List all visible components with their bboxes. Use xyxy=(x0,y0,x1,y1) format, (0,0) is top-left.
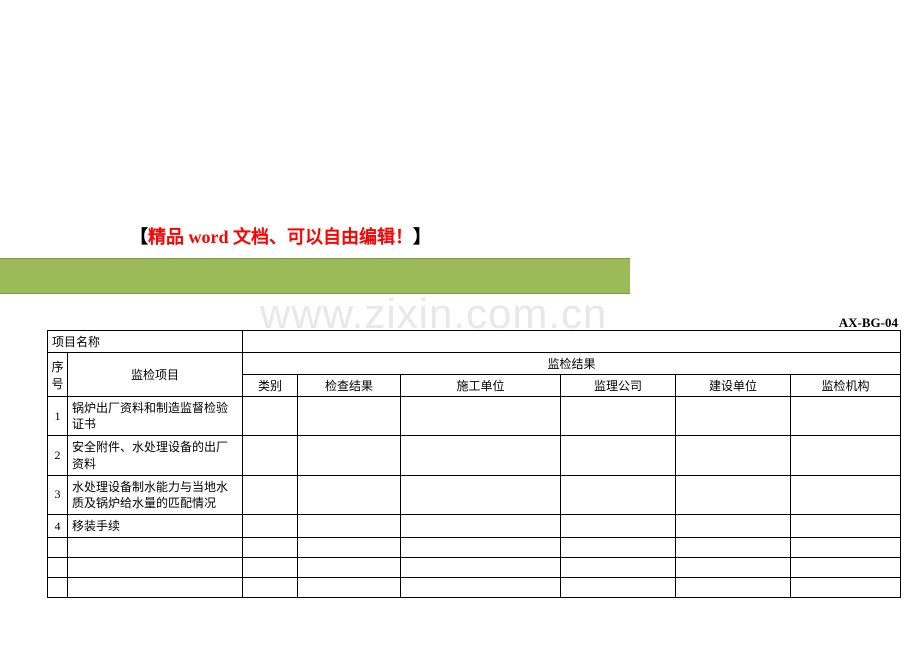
empty-cell xyxy=(243,538,298,558)
empty-cell xyxy=(561,578,676,598)
empty-cell xyxy=(48,578,68,598)
header-seq: 序号 xyxy=(48,353,68,397)
row-type xyxy=(243,475,298,514)
row-super xyxy=(561,436,676,475)
table-row: 2 安全附件、水处理设备的出厂资料 xyxy=(48,436,901,475)
header-construction-unit: 施工单位 xyxy=(401,375,561,397)
empty-cell xyxy=(68,538,243,558)
empty-cell xyxy=(791,538,901,558)
empty-cell xyxy=(561,538,676,558)
row-super xyxy=(561,475,676,514)
table-row: 3 水处理设备制水能力与当地水质及锅炉给水量的匹配情况 xyxy=(48,475,901,514)
row-super xyxy=(561,515,676,538)
header-supervision-company: 监理公司 xyxy=(561,375,676,397)
row-result xyxy=(298,397,401,436)
header-row-1: 序号 监检项目 监检结果 xyxy=(48,353,901,375)
title-bracket-left: 【 xyxy=(130,227,148,247)
row-build xyxy=(676,397,791,436)
empty-cell xyxy=(68,578,243,598)
empty-cell xyxy=(243,558,298,578)
row-item: 安全附件、水处理设备的出厂资料 xyxy=(68,436,243,475)
document-code: AX-BG-04 xyxy=(839,315,898,331)
green-divider-bar xyxy=(0,258,630,294)
row-insp xyxy=(791,397,901,436)
empty-cell xyxy=(298,558,401,578)
row-insp xyxy=(791,436,901,475)
row-seq: 3 xyxy=(48,475,68,514)
empty-cell xyxy=(298,538,401,558)
empty-cell xyxy=(298,578,401,598)
empty-cell xyxy=(676,538,791,558)
inspection-table: 项目名称 序号 监检项目 监检结果 类别 检查结果 施工单位 监理公司 建设单位… xyxy=(47,330,901,598)
row-item: 移装手续 xyxy=(68,515,243,538)
empty-cell xyxy=(243,578,298,598)
header-inspect-org: 监检机构 xyxy=(791,375,901,397)
row-build xyxy=(676,515,791,538)
header-item: 监检项目 xyxy=(68,353,243,397)
row-build xyxy=(676,475,791,514)
row-seq: 1 xyxy=(48,397,68,436)
table-row: 1 锅炉出厂资料和制造监督检验证书 xyxy=(48,397,901,436)
row-constr xyxy=(401,475,561,514)
row-seq: 4 xyxy=(48,515,68,538)
header-build-unit: 建设单位 xyxy=(676,375,791,397)
empty-cell xyxy=(401,558,561,578)
empty-cell xyxy=(791,578,901,598)
title-red-text: 精品 word 文档、可以自由编辑！ xyxy=(148,227,413,247)
empty-cell xyxy=(676,578,791,598)
empty-cell xyxy=(48,538,68,558)
table-row: 4 移装手续 xyxy=(48,515,901,538)
empty-cell xyxy=(68,558,243,578)
row-insp xyxy=(791,475,901,514)
empty-cell xyxy=(401,538,561,558)
empty-cell xyxy=(48,558,68,578)
row-type xyxy=(243,397,298,436)
row-item: 锅炉出厂资料和制造监督检验证书 xyxy=(68,397,243,436)
row-type xyxy=(243,436,298,475)
row-build xyxy=(676,436,791,475)
header-result-group: 监检结果 xyxy=(243,353,901,375)
header-check-result: 检查结果 xyxy=(298,375,401,397)
title-bracket-right: 】 xyxy=(413,227,431,247)
row-item: 水处理设备制水能力与当地水质及锅炉给水量的匹配情况 xyxy=(68,475,243,514)
project-name-row: 项目名称 xyxy=(48,331,901,353)
empty-cell xyxy=(791,558,901,578)
row-constr xyxy=(401,436,561,475)
table-row-empty xyxy=(48,558,901,578)
row-result xyxy=(298,515,401,538)
row-type xyxy=(243,515,298,538)
table-row-empty xyxy=(48,578,901,598)
header-type: 类别 xyxy=(243,375,298,397)
project-name-value xyxy=(243,331,901,353)
row-seq: 2 xyxy=(48,436,68,475)
row-result xyxy=(298,475,401,514)
inspection-table-container: 项目名称 序号 监检项目 监检结果 类别 检查结果 施工单位 监理公司 建设单位… xyxy=(47,330,899,598)
row-super xyxy=(561,397,676,436)
empty-cell xyxy=(401,578,561,598)
project-name-label: 项目名称 xyxy=(48,331,243,353)
row-constr xyxy=(401,515,561,538)
row-constr xyxy=(401,397,561,436)
row-insp xyxy=(791,515,901,538)
empty-cell xyxy=(561,558,676,578)
row-result xyxy=(298,436,401,475)
table-row-empty xyxy=(48,538,901,558)
document-title: 【精品 word 文档、可以自由编辑！】 xyxy=(130,223,431,249)
empty-cell xyxy=(676,558,791,578)
